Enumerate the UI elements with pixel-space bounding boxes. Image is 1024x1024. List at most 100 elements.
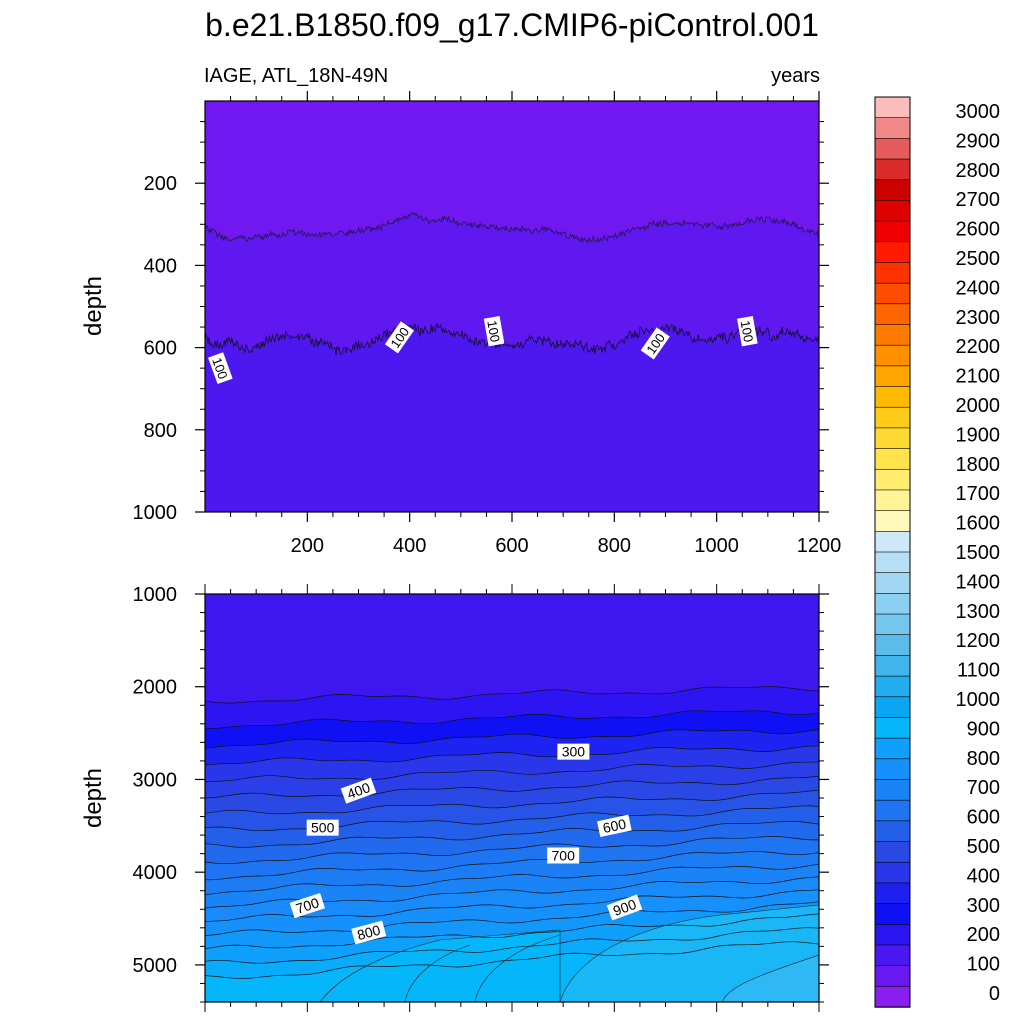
svg-text:700: 700 [294, 894, 321, 917]
colorbar-frame [874, 96, 911, 1008]
upper-contour-label: 100 [737, 315, 758, 347]
colorbar-swatch [874, 551, 911, 574]
colorbar-label: 2000 [956, 395, 1001, 417]
lower-contour-label: 400 [340, 777, 377, 804]
colorbar-label: 2600 [956, 219, 1001, 241]
colorbar-label: 2100 [956, 366, 1001, 388]
chart-title: b.e21.B1850.f09_g17.CMIP6-piControl.001 [205, 7, 819, 43]
upper-x-tick-label: 400 [393, 535, 426, 557]
colorbar-swatch [874, 365, 911, 388]
colorbar-swatch [874, 737, 911, 760]
colorbar-label: 200 [967, 924, 1000, 946]
lower-contour-line [204, 745, 820, 766]
colorbar-label: 3000 [956, 101, 1001, 123]
lower-contour-line [204, 789, 820, 815]
lower-contour-label: 900 [606, 894, 643, 921]
upper-contour-shallow [204, 212, 820, 245]
colorbar-label: 1800 [956, 454, 1001, 476]
colorbar-label: 800 [967, 748, 1000, 770]
svg-text:100: 100 [209, 356, 231, 382]
lower-y-tick-label: 5000 [133, 955, 178, 977]
colorbar-swatch [874, 613, 911, 636]
lower-contour-line [204, 775, 820, 799]
svg-text:700: 700 [551, 847, 575, 863]
colorbar-swatch [874, 138, 911, 160]
svg-text:300: 300 [562, 744, 586, 760]
upper-y-tick-label: 600 [144, 338, 177, 360]
upper-y-tick-label: 200 [144, 173, 177, 195]
lower-y-tick-label: 3000 [133, 769, 178, 791]
lower-y-tick-label: 4000 [133, 862, 178, 884]
svg-text:900: 900 [611, 896, 639, 919]
colorbar-swatch [874, 841, 911, 863]
lower-contour-line [204, 686, 820, 704]
lower-deep-patch [559, 904, 820, 1003]
colorbar-label: 100 [967, 954, 1000, 976]
lower-contour-line [204, 863, 820, 896]
lower-fills [205, 594, 820, 1003]
colorbar-swatch [874, 179, 911, 202]
colorbar-swatch [874, 158, 911, 181]
colorbar-label: 2300 [956, 307, 1001, 329]
colorbar-swatch [874, 944, 911, 967]
colorbar-label: 1900 [956, 424, 1001, 446]
colorbar-swatch [874, 986, 911, 1008]
colorbar-label: 1400 [956, 571, 1001, 593]
colorbar-swatch [874, 675, 911, 698]
colorbar-swatch [874, 572, 911, 595]
lower-contour-line [204, 901, 820, 936]
upper-fill-deep [205, 321, 819, 512]
colorbar-swatch [874, 427, 911, 450]
colorbar-label: 1100 [957, 660, 1000, 682]
colorbar-swatch [874, 531, 911, 553]
colorbar-label: 2700 [956, 189, 1001, 211]
upper-contour-label: 100 [483, 315, 505, 347]
colorbar-swatch [874, 510, 911, 533]
colorbar-swatch [874, 303, 911, 326]
lower-contour-line [204, 836, 819, 865]
lower-y-tick-label: 2000 [133, 677, 178, 699]
colorbar-label: 700 [967, 777, 1000, 799]
svg-text:100: 100 [484, 319, 503, 343]
upper-units-label: years [771, 65, 820, 87]
colorbar-swatch [874, 758, 911, 781]
upper-contour-100 [204, 320, 820, 356]
colorbar-swatch [874, 923, 911, 946]
colorbar-swatch [874, 96, 911, 119]
colorbar-label: 500 [967, 836, 1000, 858]
colorbar-swatch [874, 820, 911, 843]
colorbar-label: 2900 [956, 130, 1001, 152]
colorbar-swatch [874, 220, 911, 243]
colorbar-label: 600 [967, 807, 1000, 829]
lower-panel: 300 400 500 600 700 700 800 900 1000 2000 3000 400… [80, 584, 829, 1012]
upper-x-tick-label: 800 [598, 535, 631, 557]
lower-contour-line [204, 913, 820, 950]
colorbar-label: 1000 [956, 689, 1001, 711]
upper-x-tick-label: 200 [291, 535, 324, 557]
colorbar-swatch [874, 717, 911, 739]
lower-contour-line [204, 927, 820, 964]
lower-contour-line [404, 944, 471, 1003]
lower-contour-line [204, 710, 820, 729]
upper-y-axis-title: depth [80, 276, 107, 336]
colorbar-swatch [874, 468, 911, 491]
upper-y-tick-label: 800 [144, 420, 177, 442]
upper-y-tick-label: 1000 [133, 502, 178, 524]
colorbar-label: 0 [989, 983, 1000, 1005]
lower-contour-line [474, 934, 561, 1003]
colorbar-swatch [874, 117, 911, 140]
lower-contour-line [204, 889, 820, 922]
colorbar-swatch [874, 406, 911, 429]
svg-text:600: 600 [601, 816, 627, 837]
colorbar-label: 2500 [956, 248, 1001, 270]
colorbar-label: 1500 [956, 542, 1001, 564]
colorbar-swatch [874, 344, 911, 367]
colorbar-label: 2800 [956, 160, 1001, 182]
lower-y-tick-label: 1000 [133, 584, 178, 606]
svg-text:800: 800 [355, 922, 382, 944]
colorbar-swatch [874, 448, 911, 470]
lower-contour-line [204, 729, 820, 749]
